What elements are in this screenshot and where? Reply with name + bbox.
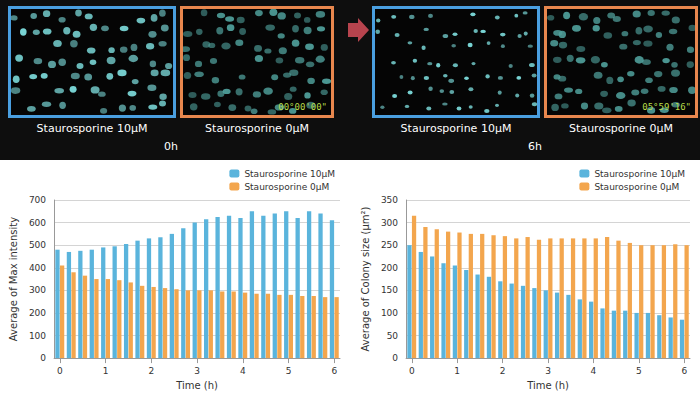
svg-text:5: 5: [286, 366, 292, 376]
svg-text:350: 350: [381, 195, 398, 205]
html-text:00°00'00": 00°00'00": [278, 102, 327, 112]
html-text:Staurosporine 10μM: Staurosporine 10μM: [36, 122, 148, 135]
svg-text:1: 1: [103, 366, 109, 376]
html-text:0h: 0h: [164, 140, 178, 153]
svg-text:2: 2: [148, 366, 154, 376]
svg-text:0: 0: [40, 353, 46, 363]
svg-text:0: 0: [392, 353, 398, 363]
svg-text:1: 1: [454, 366, 460, 376]
svg-text:5: 5: [636, 366, 642, 376]
svg-text:3: 3: [545, 366, 551, 376]
svg-text:4: 4: [591, 366, 597, 376]
svg-text:200: 200: [29, 308, 46, 318]
svg-text:Staurosporine 10μM: Staurosporine 10μM: [244, 169, 335, 179]
svg-text:2: 2: [500, 366, 506, 376]
svg-text:6: 6: [681, 366, 687, 376]
svg-text:Staurosporine 0μM: Staurosporine 0μM: [244, 182, 329, 192]
html-text:Staurosporine 0μM: Staurosporine 0μM: [205, 122, 309, 135]
svg-text:Average of Max intensity: Average of Max intensity: [8, 217, 19, 341]
svg-text:400: 400: [29, 263, 46, 273]
svg-text:Time (h): Time (h): [175, 380, 218, 391]
svg-text:300: 300: [29, 285, 46, 295]
html-text:05°59'16": 05°59'16": [642, 102, 691, 112]
svg-text:100: 100: [381, 308, 398, 318]
svg-text:100: 100: [29, 331, 46, 341]
html-text:6h: 6h: [528, 140, 542, 153]
html-text:Staurosporine 10μM: Staurosporine 10μM: [400, 122, 512, 135]
svg-text:300: 300: [381, 218, 398, 228]
svg-text:3: 3: [194, 366, 200, 376]
svg-text:Time (h): Time (h): [526, 380, 569, 391]
svg-text:4: 4: [240, 366, 246, 376]
svg-text:700: 700: [29, 195, 46, 205]
html-text:Staurosporine 0μM: Staurosporine 0μM: [569, 122, 673, 135]
svg-text:Average of Colony size (μm²): Average of Colony size (μm²): [360, 206, 371, 351]
svg-text:50: 50: [387, 331, 399, 341]
svg-text:600: 600: [29, 218, 46, 228]
svg-text:150: 150: [381, 285, 398, 295]
svg-text:Staurosporine 10μM: Staurosporine 10μM: [594, 169, 685, 179]
svg-text:250: 250: [381, 240, 398, 250]
svg-text:Staurosporine 0μM: Staurosporine 0μM: [594, 182, 679, 192]
svg-text:500: 500: [29, 240, 46, 250]
svg-text:6: 6: [331, 366, 337, 376]
svg-text:0: 0: [57, 366, 63, 376]
svg-text:0: 0: [409, 366, 415, 376]
svg-text:200: 200: [381, 263, 398, 273]
